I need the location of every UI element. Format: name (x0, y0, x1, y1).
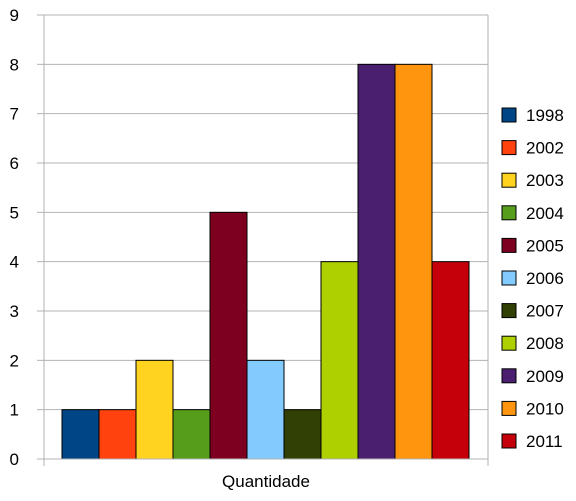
bar-2004 (172, 409, 211, 460)
legend: 1998 2002 2003 2004 2005 2006 2007 2008 2009 2010… (501, 106, 564, 451)
legend-label: 2009 (526, 367, 564, 386)
x-tick-labels: Quantidade (222, 472, 310, 491)
legend-swatch (501, 140, 517, 156)
bar-2008 (320, 261, 359, 460)
grid-lines (44, 14, 488, 411)
bar-2011 (431, 261, 470, 460)
x-tick-label: Quantidade (222, 472, 310, 491)
legend-item-2011: 2011 (501, 432, 563, 451)
y-tick-label: 5 (10, 203, 19, 222)
legend-item-2008: 2008 (501, 334, 564, 353)
legend-label: 2003 (526, 171, 564, 190)
bar-2010 (394, 63, 433, 460)
legend-swatch (501, 107, 517, 123)
legend-item-2005: 2005 (501, 236, 564, 255)
y-tick-label: 3 (10, 302, 19, 321)
y-tick-label: 9 (10, 6, 19, 25)
y-tick-label: 8 (10, 55, 19, 74)
bar-2003 (135, 359, 174, 460)
y-tick-label: 7 (10, 105, 19, 124)
legend-swatch (501, 237, 517, 253)
legend-swatch (501, 205, 517, 221)
legend-swatch (501, 270, 517, 286)
legend-swatch (501, 400, 517, 416)
legend-item-2006: 2006 (501, 269, 564, 288)
bar-2006 (246, 359, 285, 460)
legend-label: 2007 (526, 302, 564, 321)
bar-2007 (283, 409, 322, 460)
y-tick-label: 1 (10, 401, 19, 420)
legend-label: 2010 (526, 399, 564, 418)
legend-swatch (501, 368, 517, 384)
y-tick-labels: 0 1 2 3 4 5 6 7 8 9 (10, 6, 19, 469)
legend-swatch (501, 303, 517, 319)
legend-item-2002: 2002 (501, 139, 564, 158)
legend-label: 2006 (526, 269, 564, 288)
y-tick-label: 6 (10, 154, 19, 173)
legend-swatch (501, 433, 517, 449)
legend-label: 2008 (526, 334, 564, 353)
y-tick-label: 4 (10, 253, 19, 272)
bar-2002 (98, 409, 137, 460)
bar-2009 (357, 63, 396, 460)
legend-item-2007: 2007 (501, 302, 564, 321)
legend-item-2004: 2004 (501, 204, 564, 223)
legend-label: 2011 (526, 432, 563, 451)
bar-2005 (209, 211, 248, 460)
legend-item-1998: 1998 (501, 106, 564, 125)
legend-item-2009: 2009 (501, 367, 564, 386)
legend-label: 2005 (526, 236, 564, 255)
legend-label: 2004 (526, 204, 564, 223)
axes (37, 14, 489, 466)
legend-item-2010: 2010 (501, 399, 564, 418)
bar-1998 (61, 409, 100, 460)
legend-label: 1998 (526, 106, 564, 125)
y-tick-label: 2 (10, 351, 19, 370)
legend-swatch (501, 172, 517, 188)
y-tick-label: 0 (10, 450, 19, 469)
legend-item-2003: 2003 (501, 171, 564, 190)
legend-swatch (501, 335, 517, 351)
legend-label: 2002 (526, 139, 564, 158)
bars (61, 63, 470, 460)
